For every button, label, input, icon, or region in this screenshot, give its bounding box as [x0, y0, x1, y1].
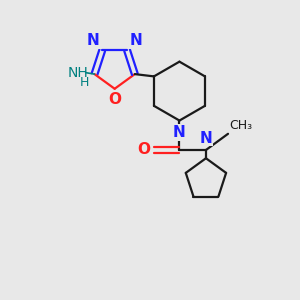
Text: O: O — [108, 92, 121, 107]
Text: CH₃: CH₃ — [230, 119, 253, 132]
Text: N: N — [130, 33, 142, 48]
Text: N: N — [200, 130, 212, 146]
Text: H: H — [80, 76, 89, 89]
Text: O: O — [137, 142, 150, 158]
Text: NH: NH — [68, 66, 89, 80]
Text: N: N — [173, 125, 186, 140]
Text: N: N — [87, 33, 100, 48]
